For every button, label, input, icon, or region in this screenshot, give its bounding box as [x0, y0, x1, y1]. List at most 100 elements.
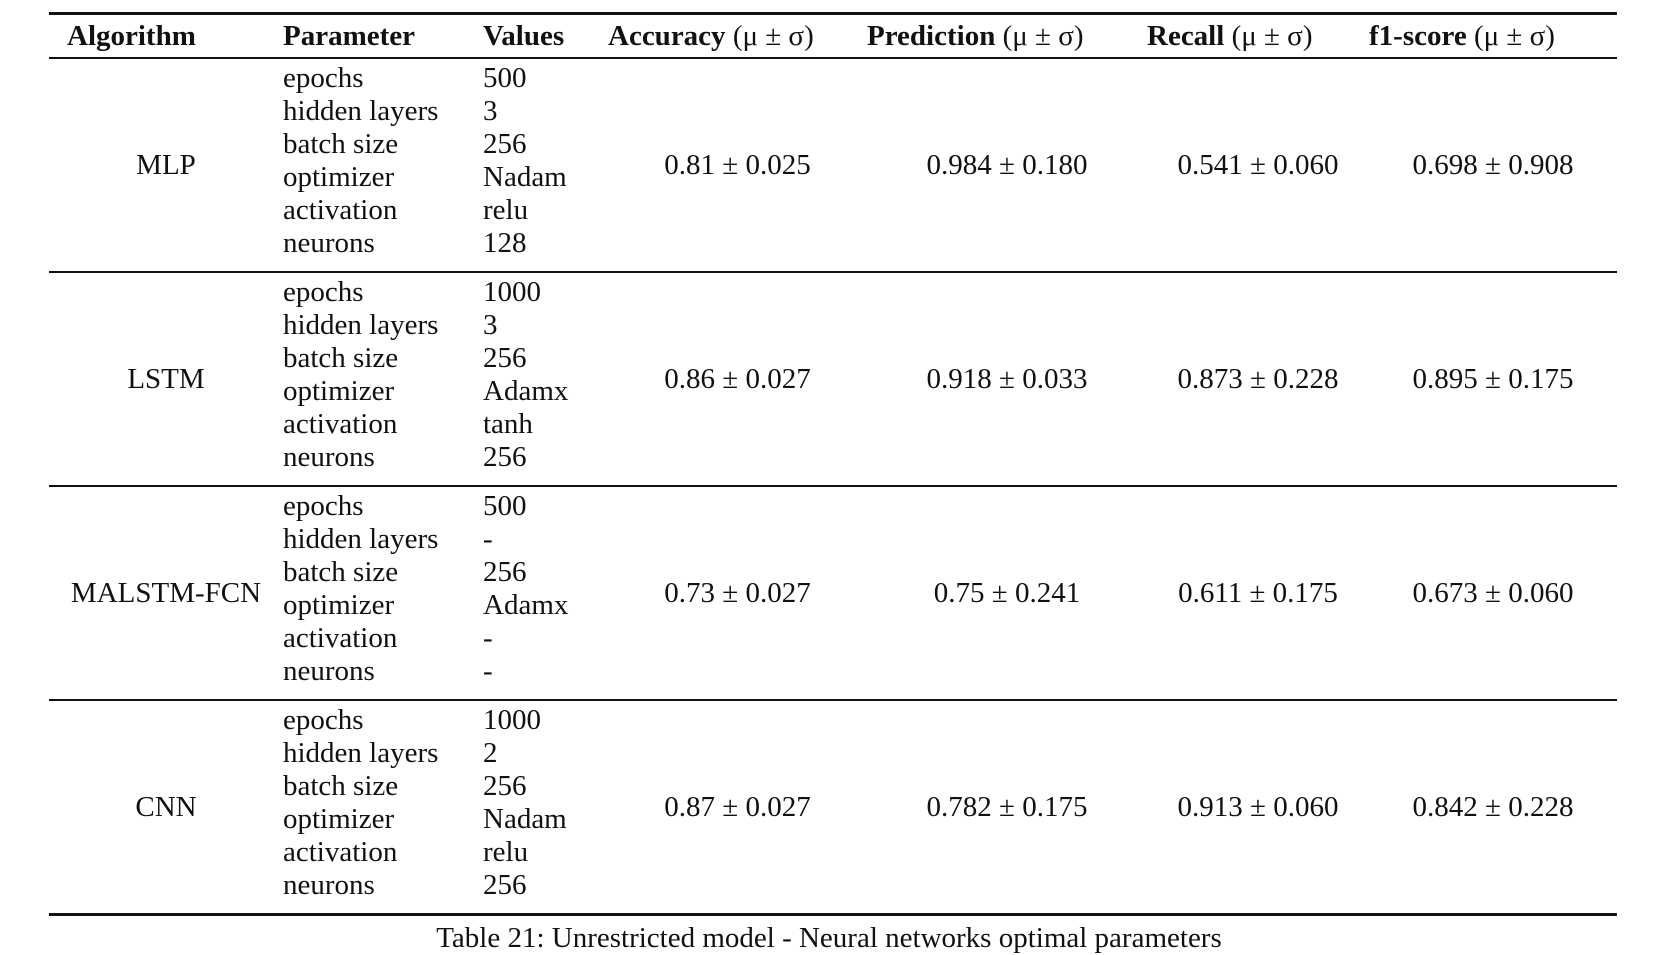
parameter-value: - [483, 655, 493, 687]
parameter-value: 128 [483, 227, 527, 259]
f1-value: 0.895 ± 0.175 [1412, 362, 1574, 395]
parameter-value: 1000 [483, 276, 541, 308]
header-recall-stat: (μ ± σ) [1231, 20, 1313, 52]
parameter-name: hidden layers [283, 737, 439, 769]
value-list: 1000 2 256 Nadam relu 256 [483, 701, 608, 913]
f1-value: 0.673 ± 0.060 [1412, 576, 1574, 609]
table-header-row: Algorithm Parameter Values Accuracy (μ ±… [49, 15, 1617, 57]
parameter-value: 2 [483, 737, 498, 769]
results-table: Algorithm Parameter Values Accuracy (μ ±… [49, 12, 1617, 916]
parameter-value: 3 [483, 95, 498, 127]
parameter-name: batch size [283, 342, 399, 374]
table-row-cnn: CNN epochs hidden layers batch size opti… [49, 701, 1617, 913]
parameter-value: 3 [483, 309, 498, 341]
parameter-list: epochs hidden layers batch size optimize… [283, 487, 483, 699]
parameter-name: epochs [283, 62, 364, 94]
header-f1-label: f1-score [1369, 20, 1467, 52]
parameter-name: hidden layers [283, 95, 439, 127]
header-prediction: Prediction (μ ± σ) [867, 15, 1147, 57]
table-bottom-rule [49, 913, 1617, 916]
recall-value: 0.913 ± 0.060 [1177, 790, 1339, 823]
prediction-value: 0.918 ± 0.033 [926, 362, 1088, 395]
header-prediction-label: Prediction [867, 20, 996, 52]
header-rule [49, 57, 1617, 59]
row-divider [49, 485, 1617, 487]
parameter-name: neurons [283, 655, 375, 687]
parameter-value: Adamx [483, 375, 569, 407]
parameter-value: tanh [483, 408, 533, 440]
parameter-name: batch size [283, 556, 399, 588]
accuracy-value: 0.73 ± 0.027 [664, 576, 811, 609]
recall-value: 0.541 ± 0.060 [1177, 148, 1339, 181]
header-f1-stat: (μ ± σ) [1473, 20, 1555, 52]
parameter-value: 256 [483, 441, 527, 473]
parameter-list: epochs hidden layers batch size optimize… [283, 273, 483, 485]
parameter-value: 256 [483, 556, 527, 588]
parameter-name: activation [283, 622, 398, 654]
header-accuracy-label: Accuracy [608, 20, 726, 52]
f1-value: 0.842 ± 0.228 [1412, 790, 1574, 823]
algorithm-name: CNN [135, 790, 197, 823]
header-recall: Recall (μ ± σ) [1147, 15, 1369, 57]
prediction-value: 0.984 ± 0.180 [926, 148, 1088, 181]
parameter-value: 500 [483, 490, 527, 522]
header-recall-label: Recall [1147, 20, 1225, 52]
parameter-name: neurons [283, 869, 375, 901]
parameter-name: activation [283, 836, 398, 868]
parameter-name: optimizer [283, 375, 395, 407]
accuracy-value: 0.86 ± 0.027 [664, 362, 811, 395]
algorithm-name: LSTM [127, 362, 205, 395]
parameter-value: 256 [483, 770, 527, 802]
value-list: 1000 3 256 Adamx tanh 256 [483, 273, 608, 485]
table-row-malstm-fcn: MALSTM-FCN epochs hidden layers batch si… [49, 487, 1617, 699]
parameter-name: neurons [283, 441, 375, 473]
header-accuracy-stat: (μ ± σ) [732, 20, 814, 52]
parameter-name: batch size [283, 128, 399, 160]
prediction-value: 0.782 ± 0.175 [926, 790, 1088, 823]
parameter-value: Nadam [483, 803, 567, 835]
parameter-value: 500 [483, 62, 527, 94]
header-f1: f1-score (μ ± σ) [1369, 15, 1617, 57]
parameter-name: activation [283, 194, 398, 226]
parameter-value: Nadam [483, 161, 567, 193]
f1-value: 0.698 ± 0.908 [1412, 148, 1574, 181]
parameter-value: 256 [483, 128, 527, 160]
table-row-lstm: LSTM epochs hidden layers batch size opt… [49, 273, 1617, 485]
recall-value: 0.611 ± 0.175 [1178, 576, 1338, 609]
parameter-value: relu [483, 836, 529, 868]
parameter-value: - [483, 523, 493, 555]
parameter-name: optimizer [283, 803, 395, 835]
algorithm-name: MALSTM-FCN [70, 576, 262, 609]
parameter-name: epochs [283, 704, 364, 736]
parameter-value: 256 [483, 342, 527, 374]
parameter-value: 1000 [483, 704, 541, 736]
prediction-value: 0.75 ± 0.241 [933, 576, 1081, 609]
parameter-name: activation [283, 408, 398, 440]
parameter-value: relu [483, 194, 529, 226]
parameter-list: epochs hidden layers batch size optimize… [283, 59, 483, 271]
parameter-list: epochs hidden layers batch size optimize… [283, 701, 483, 913]
accuracy-value: 0.87 ± 0.027 [664, 790, 811, 823]
parameter-name: neurons [283, 227, 375, 259]
row-divider [49, 271, 1617, 273]
parameter-value: - [483, 622, 493, 654]
table-caption: Table 21: Unrestricted model - Neural ne… [436, 922, 1222, 954]
accuracy-value: 0.81 ± 0.025 [664, 148, 811, 181]
table-top-rule [49, 12, 1617, 15]
header-prediction-stat: (μ ± σ) [1002, 20, 1084, 52]
parameter-name: epochs [283, 490, 364, 522]
header-values: Values [483, 20, 565, 52]
recall-value: 0.873 ± 0.228 [1177, 362, 1339, 395]
row-divider [49, 699, 1617, 701]
parameter-name: optimizer [283, 589, 395, 621]
header-parameter: Parameter [283, 20, 416, 52]
parameter-value: Adamx [483, 589, 569, 621]
parameter-value: 256 [483, 869, 527, 901]
header-accuracy: Accuracy (μ ± σ) [608, 15, 867, 57]
parameter-name: batch size [283, 770, 399, 802]
value-list: 500 3 256 Nadam relu 128 [483, 59, 608, 271]
value-list: 500 - 256 Adamx - - [483, 487, 608, 699]
header-algorithm: Algorithm [67, 20, 196, 52]
parameter-name: optimizer [283, 161, 395, 193]
parameter-name: epochs [283, 276, 364, 308]
